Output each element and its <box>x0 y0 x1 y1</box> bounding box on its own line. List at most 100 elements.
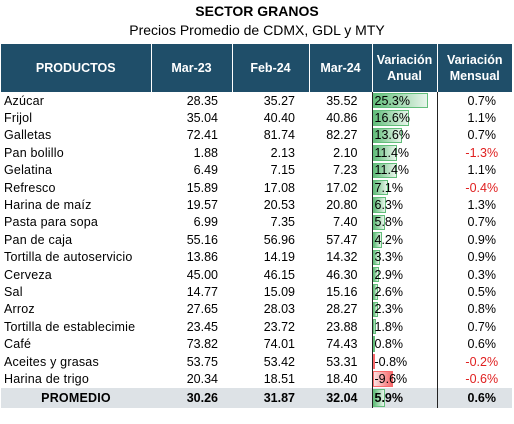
positive-data-bar <box>373 214 386 231</box>
table-row: Tortilla de autoservicio 13.86 14.19 14.32 3… <box>1 248 512 266</box>
variacion-anual-value: -9.6% <box>374 371 408 386</box>
feb24-cell: 40.40 <box>263 111 295 126</box>
variacion-mensual-cell: 1.1% <box>467 163 497 178</box>
table-row: Gelatina 6.49 7.15 7.23 11.4% 1.1% <box>1 161 512 179</box>
feb24-cell: 31.87 <box>232 387 309 408</box>
variacion-anual-value: 13.6% <box>374 128 410 143</box>
variacion-anual-value: 6.3% <box>374 198 404 213</box>
product-cell: Pasta para sopa <box>4 215 99 230</box>
mar24-cell: 40.86 <box>326 111 358 126</box>
feb24-cell: 14.19 <box>263 250 295 265</box>
variacion-anual-value: 3.3% <box>374 250 404 265</box>
mar24-cell: 57.47 <box>326 232 358 247</box>
feb24-cell: 56.96 <box>263 232 295 247</box>
variacion-anual-value: 16.6% <box>374 111 410 126</box>
mar23-cell: 30.26 <box>151 387 232 408</box>
table-row: Galletas 72.41 81.74 82.27 13.6% 0.7% <box>1 126 512 145</box>
mar23-cell: 35.04 <box>186 111 218 126</box>
product-cell: Harina de trigo <box>4 371 89 386</box>
mar23-cell: 28.35 <box>186 93 218 108</box>
mar24-cell: 46.30 <box>326 267 358 282</box>
mar23-cell: 20.34 <box>186 371 218 386</box>
mar24-cell: 2.10 <box>333 145 358 160</box>
positive-data-bar <box>373 301 378 318</box>
feb24-cell: 23.72 <box>263 319 295 334</box>
mar23-cell: 14.77 <box>186 284 218 299</box>
feb24-cell: 2.13 <box>270 145 295 160</box>
table-body: Azúcar 28.35 35.27 35.52 25.3% 0.7% Frijol 35.0… <box>1 92 512 408</box>
positive-data-bar <box>373 93 428 109</box>
variacion-mensual-cell: 0.3% <box>467 267 497 282</box>
table-row: Harina de maíz 19.57 20.53 20.80 6.3% 1.3% <box>1 196 512 214</box>
price-table: PRODUCTOS Mar-23 Feb-24 Mar-24 Variación… <box>1 44 512 408</box>
table-row: Frijol 35.04 40.40 40.86 16.6% 1.1% <box>1 109 512 127</box>
table-row: Azúcar 28.35 35.27 35.52 25.3% 0.7% <box>1 92 512 110</box>
positive-data-bar <box>373 232 382 248</box>
feb24-cell: 7.15 <box>270 163 295 178</box>
table-row: Tortilla de establecimie 23.45 23.72 23.88 1… <box>1 318 512 336</box>
header-variacion-mensual-l1: Variación <box>446 53 503 67</box>
product-cell: Frijol <box>4 111 33 126</box>
table-row: Aceites y grasas 53.75 53.42 53.31 -0.8% -0.2… <box>1 352 512 371</box>
header-feb24: Feb-24 <box>232 44 310 92</box>
mar24-cell: 14.32 <box>326 250 358 265</box>
variacion-mensual-cell: -1.3% <box>465 145 499 160</box>
variacion-anual-value: -0.8% <box>374 354 408 369</box>
variacion-mensual-cell: 0.9% <box>467 232 497 247</box>
mar24-cell: 53.31 <box>326 354 358 369</box>
positive-data-bar <box>373 179 388 196</box>
variacion-anual-value: 2.6% <box>374 284 404 299</box>
mar23-cell: 55.16 <box>186 232 218 247</box>
variacion-anual-value: 5.8% <box>374 215 404 230</box>
variacion-anual-cell: 11.4% <box>371 144 438 162</box>
table-row: Sal 14.77 15.09 15.16 2.6% 0.5% <box>1 283 512 301</box>
variacion-mensual-cell: 0.7% <box>467 128 497 143</box>
variacion-mensual-cell: 0.5% <box>467 284 497 299</box>
mar24-cell: 20.80 <box>326 198 358 213</box>
product-cell: PROMEDIO <box>1 387 151 408</box>
variacion-anual-cell: 6.3% <box>371 196 438 214</box>
variacion-mensual-cell: 0.7% <box>467 93 497 108</box>
variacion-anual-cell: 5.9% <box>371 387 438 408</box>
feb24-cell: 18.51 <box>263 371 295 386</box>
mar24-cell: 7.40 <box>333 215 358 230</box>
positive-data-bar <box>373 336 375 352</box>
mar23-cell: 6.99 <box>193 215 218 230</box>
table-row: Cerveza 45.00 46.15 46.30 2.9% 0.3% <box>1 265 512 284</box>
mar24-cell: 74.43 <box>326 337 358 352</box>
feb24-cell: 20.53 <box>263 198 295 213</box>
positive-data-bar <box>373 266 379 283</box>
mar24-cell: 32.04 <box>309 387 372 408</box>
variacion-anual-value: 5.9% <box>374 390 404 405</box>
positive-data-bar <box>373 284 379 300</box>
table-row: Refresco 15.89 17.08 17.02 7.1% -0.4% <box>1 178 512 197</box>
negative-data-bar <box>373 371 394 387</box>
mar23-cell: 72.41 <box>186 128 218 143</box>
variacion-mensual-cell: 0.6% <box>467 337 497 352</box>
table-row: Café 73.82 74.01 74.43 0.8% 0.6% <box>1 335 512 353</box>
header-variacion-anual-l2: Anual <box>387 69 422 83</box>
variacion-anual-value: 4.2% <box>374 232 404 247</box>
header-mar24: Mar-24 <box>309 44 373 92</box>
product-cell: Gelatina <box>4 163 53 178</box>
product-cell: Azúcar <box>4 93 45 108</box>
variacion-anual-cell: 2.9% <box>371 265 438 284</box>
variacion-anual-value: 1.8% <box>374 319 404 334</box>
variacion-anual-value: 0.8% <box>374 337 404 352</box>
report-subtitle: Precios Promedio de CDMX, GDL y MTY <box>129 22 385 38</box>
header-variacion-mensual-l2: Mensual <box>449 69 500 83</box>
mar24-cell: 15.16 <box>326 284 358 299</box>
header-productos: PRODUCTOS <box>1 44 152 92</box>
mar23-cell: 27.65 <box>186 302 218 317</box>
table-row: Harina de trigo 20.34 18.51 18.40 -9.6% -0.6% <box>1 370 512 388</box>
table-row: Pan de caja 55.16 56.96 57.47 4.2% 0.9% <box>1 231 512 249</box>
variacion-anual-value: 2.3% <box>374 302 404 317</box>
header-row: PRODUCTOS Mar-23 Feb-24 Mar-24 Variación… <box>1 44 512 92</box>
feb24-cell: 7.35 <box>270 215 295 230</box>
total-row: PROMEDIO 30.26 31.87 32.04 5.9% 0.6% <box>1 387 512 408</box>
feb24-cell: 17.08 <box>263 180 295 195</box>
variacion-anual-cell: 0.8% <box>371 335 438 353</box>
product-cell: Galletas <box>4 128 52 143</box>
variacion-mensual-cell: 1.3% <box>467 198 497 213</box>
table-row: Pan bolillo 1.88 2.13 2.10 11.4% -1.3% <box>1 144 512 162</box>
